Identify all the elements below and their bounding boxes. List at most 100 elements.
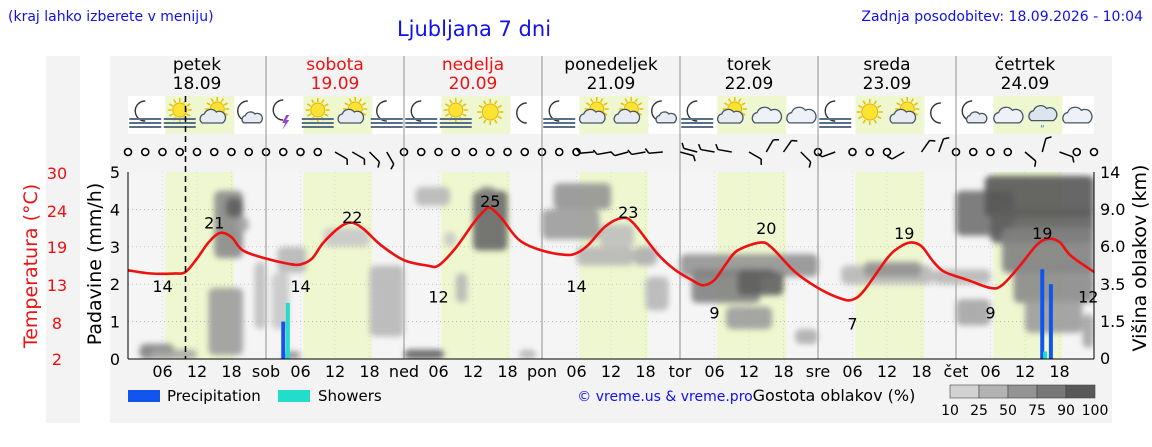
sun-disc xyxy=(172,102,188,118)
sun-ray xyxy=(462,113,467,117)
wind-barb-flag xyxy=(681,142,685,149)
wind-barb-staff xyxy=(351,151,365,160)
cloud-height-tick-label: 0 xyxy=(1100,349,1110,368)
cloud-density-label: 50 xyxy=(999,403,1017,419)
plot-area: 14 21 14 22 12 25 14 23 9 20 7 19 9 19 12 xyxy=(127,56,1098,359)
sun-fog-icon xyxy=(301,98,334,128)
temperature-tick-label: 13 xyxy=(47,276,67,295)
update-timestamp: Zadnja posodobitev: 18.09.2026 - 10:04 xyxy=(861,9,1143,25)
temperature-label: 7 xyxy=(847,314,857,333)
calm-wind-symbol xyxy=(244,147,254,157)
x-tick-label: 18 xyxy=(911,362,931,381)
legend-showers-swatch xyxy=(278,390,310,402)
sun-ray xyxy=(877,104,882,109)
cloud-cell xyxy=(283,351,301,359)
wind-barb xyxy=(1059,151,1075,163)
moon-cloud-icon xyxy=(651,100,678,124)
x-tick-label: 06 xyxy=(428,362,448,381)
x-tick-label: 06 xyxy=(566,362,586,381)
sun-ray xyxy=(900,98,904,103)
cloud-shape xyxy=(613,108,641,124)
cloud-shape xyxy=(993,106,1024,124)
x-tick-label: 18 xyxy=(221,362,241,381)
sun-disc xyxy=(310,102,326,118)
cloud-density-label: 90 xyxy=(1057,403,1075,419)
wind-barb-flag xyxy=(346,158,348,165)
temperature-label: 22 xyxy=(342,208,362,227)
calm-wind-symbol xyxy=(192,147,202,157)
calm-wind-symbol xyxy=(209,147,219,157)
temperature-tick-label: 30 xyxy=(47,164,67,183)
sun-ray xyxy=(600,98,604,103)
wind-barb-flag xyxy=(697,143,702,150)
sun-ray xyxy=(186,113,191,117)
wind-barb-staff xyxy=(920,140,931,153)
cloud-height-tick-label: 1.5 xyxy=(1100,312,1125,331)
legend-precip-swatch xyxy=(128,390,160,402)
cloud-rain-icon: ʺ xyxy=(1028,105,1058,136)
legend-showers-label: Showers xyxy=(318,387,382,405)
calm-wind-symbol xyxy=(554,147,564,157)
cloud-shape xyxy=(965,111,988,124)
moon-shape xyxy=(824,100,836,122)
sun-fog-icon xyxy=(439,98,472,128)
wind-barb xyxy=(938,136,950,153)
temperature-line xyxy=(127,205,1095,302)
wind-barb xyxy=(715,143,732,153)
wind-barb-staff xyxy=(765,139,774,153)
precipitation-bar xyxy=(1040,269,1045,359)
moon-fog-icon xyxy=(681,100,714,128)
sun-ray xyxy=(311,99,315,104)
wind-barb-staff xyxy=(368,151,380,163)
cloud-shape xyxy=(1028,105,1058,122)
x-tick-label: 12 xyxy=(1015,362,1035,381)
temperature-label: 12 xyxy=(428,288,448,307)
cloud-cell xyxy=(576,246,634,266)
wind-barb-staff xyxy=(614,151,629,157)
x-tick-label: pon xyxy=(527,362,557,381)
cloud-shape xyxy=(655,111,678,124)
sun-ray xyxy=(220,98,224,103)
day-name: petek xyxy=(173,55,221,75)
wind-barb-flag xyxy=(592,149,598,155)
location-hint[interactable]: (kraj lahko izberete v meniju) xyxy=(8,9,214,25)
day-name: nedelja xyxy=(442,55,504,75)
sun-ray xyxy=(624,98,628,103)
wind-barb-staff xyxy=(386,151,395,165)
calm-wind-symbol xyxy=(865,147,875,157)
wind-barb-staff xyxy=(648,151,663,154)
sun-ray xyxy=(728,98,732,103)
cloud-cell xyxy=(634,246,657,266)
wind-barb-staff xyxy=(782,140,793,153)
wind-barb-flag xyxy=(363,158,366,165)
cloud-icon xyxy=(993,106,1024,124)
wind-barb-flag xyxy=(929,139,936,142)
credit-link[interactable]: © vreme.us & vreme.pro xyxy=(577,389,752,405)
wind-barb xyxy=(748,151,762,165)
temperature-label: 14 xyxy=(152,277,172,296)
calm-wind-symbol xyxy=(882,147,892,157)
sun-icon xyxy=(477,99,504,125)
cloud-density-title: Gostota oblakov (%) xyxy=(753,386,916,405)
moon-shape xyxy=(410,100,422,122)
wind-barb-flag xyxy=(943,136,950,140)
wind-barb-flag xyxy=(886,155,893,160)
calm-wind-symbol xyxy=(313,147,323,157)
sun-cloud-icon xyxy=(337,97,368,124)
sun-ray xyxy=(223,102,229,106)
wind-barb xyxy=(679,151,696,162)
calm-wind-symbol xyxy=(227,147,236,157)
day-date: 19.09 xyxy=(311,74,360,94)
moon-fog-icon xyxy=(370,100,403,128)
sun-ray xyxy=(444,113,450,117)
sun-ray xyxy=(896,102,901,106)
precip-tick-label: 5 xyxy=(110,163,120,182)
cloud-cell xyxy=(404,349,445,359)
calm-wind-symbol xyxy=(278,147,288,157)
wind-barb-staff xyxy=(938,138,945,153)
cloud-cell xyxy=(864,261,922,277)
day-date: 18.09 xyxy=(173,74,222,94)
sun-ray xyxy=(858,115,863,120)
